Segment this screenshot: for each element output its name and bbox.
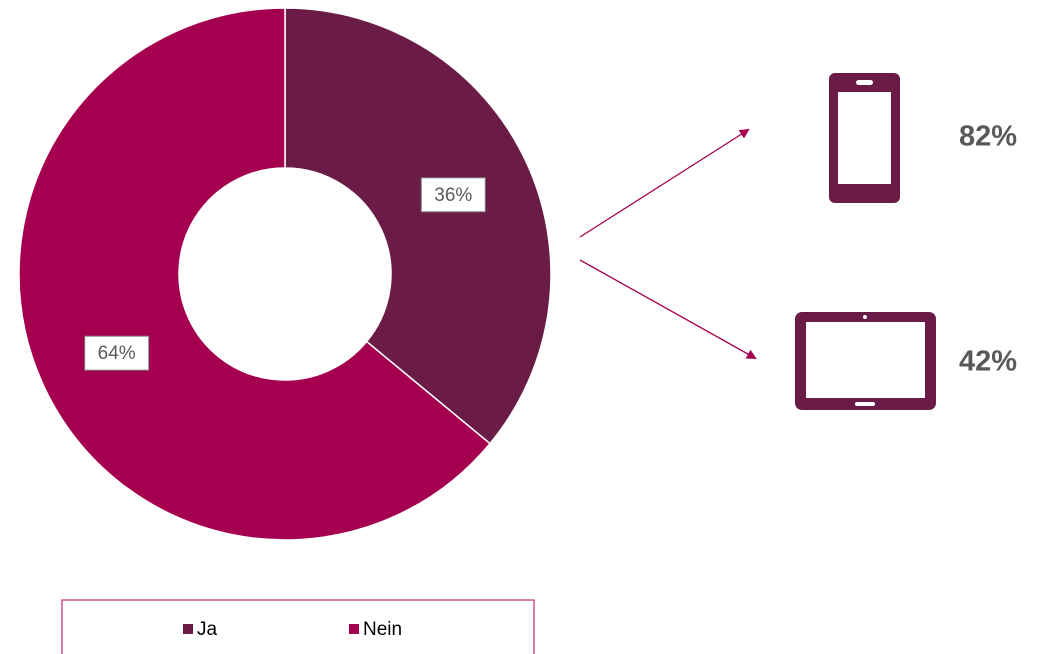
arrow: [579, 128, 750, 238]
legend-swatch: [183, 624, 193, 634]
phone-speaker: [856, 80, 873, 85]
label-box: [84, 335, 150, 371]
phone-icon: [829, 73, 900, 203]
legend-label: Ja: [197, 619, 218, 640]
legend-swatch: [349, 624, 359, 634]
annotation: 82%: [959, 121, 1017, 153]
donut-segment: [284, 7, 552, 445]
annotation: 42%: [959, 346, 1017, 378]
arrow: [579, 259, 757, 359]
label-box: [420, 177, 486, 213]
tablet-button: [855, 402, 875, 406]
data-label: 64%: [98, 343, 136, 364]
tablet-camera: [863, 315, 867, 319]
legend-label: Nein: [363, 619, 402, 640]
arrows: [579, 128, 757, 359]
data-label: 36%: [434, 185, 472, 206]
phone-screen: [838, 92, 891, 184]
legend-box: [61, 599, 535, 654]
tablet-screen: [806, 322, 925, 398]
donut-segment: [18, 7, 492, 541]
tablet-icon: [795, 312, 936, 410]
